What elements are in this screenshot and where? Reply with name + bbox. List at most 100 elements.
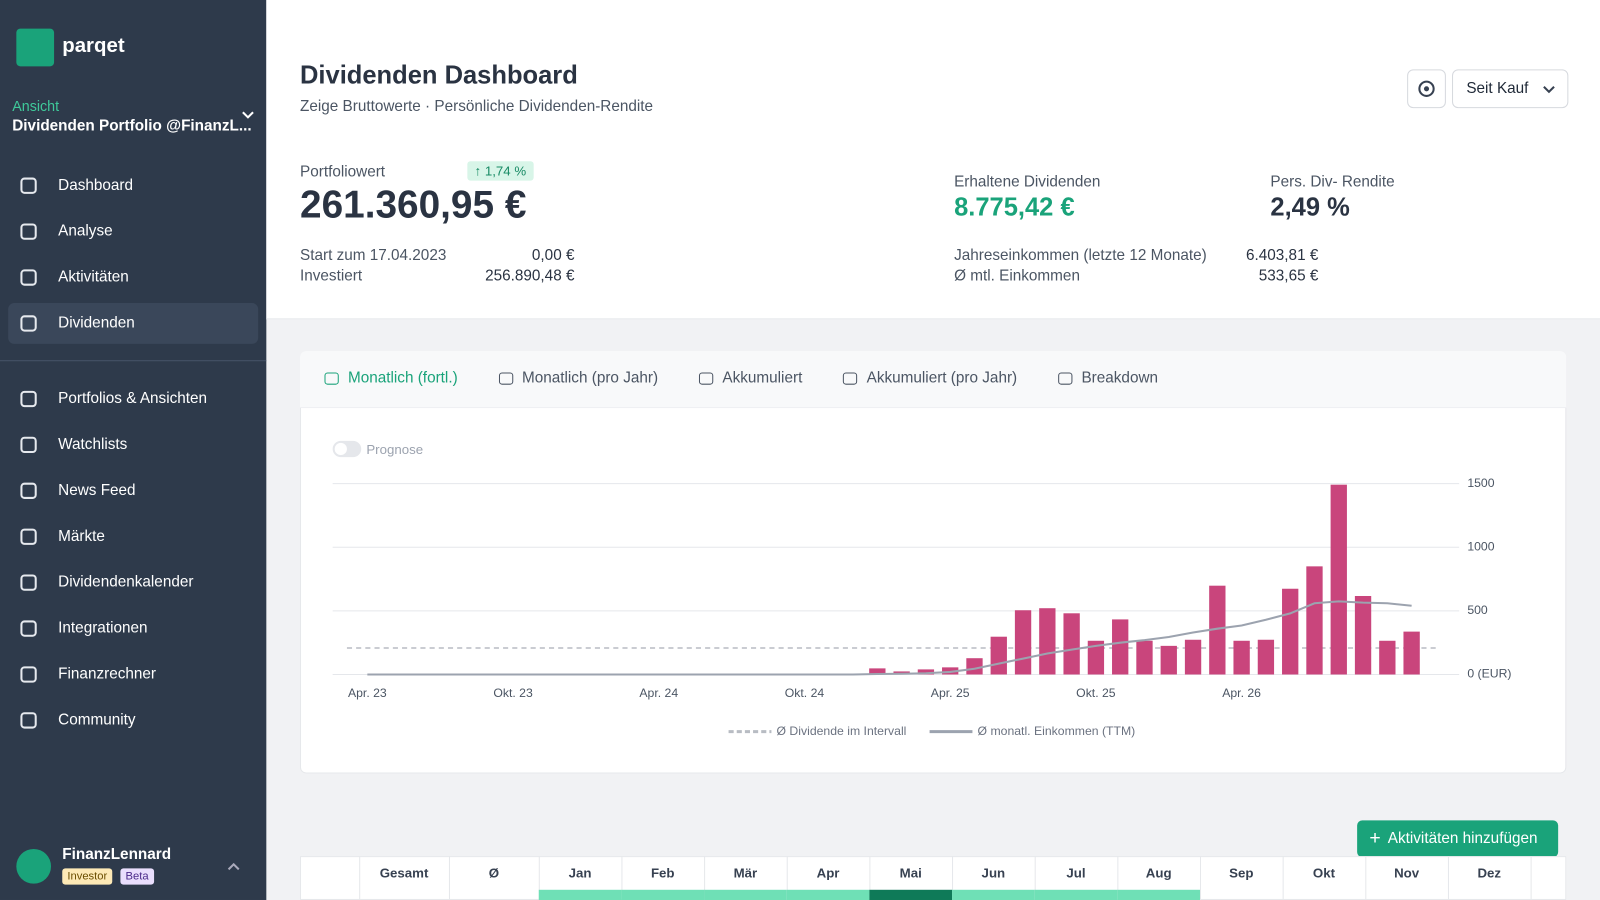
nav-item[interactable]: News Feed — [8, 470, 258, 511]
nav-icon — [20, 666, 37, 683]
change: 1,74 % — [484, 163, 527, 179]
nav-label: Portfolios & Ansichten — [58, 389, 208, 408]
bar — [1306, 566, 1323, 675]
tab[interactable]: Monatlich (fortl.) — [324, 369, 458, 387]
nav-label: Finanzrechner — [58, 665, 157, 683]
bar — [869, 668, 886, 675]
period-select[interactable]: Seit Kauf — [1452, 69, 1569, 109]
plus-icon: + — [1369, 827, 1381, 849]
nav-label: Aktivitäten — [58, 268, 129, 286]
column-header: Aug — [1145, 865, 1172, 881]
heat-cell — [1117, 889, 1200, 900]
kpi-label: Erhaltene Dividenden — [954, 173, 1101, 191]
bar — [1184, 639, 1202, 675]
nav-item[interactable]: Portfolios & Ansichten — [8, 379, 258, 420]
column-divider — [869, 856, 871, 900]
chevron[interactable] — [227, 861, 241, 871]
tab[interactable]: Monatlich (pro Jahr) — [498, 369, 658, 387]
user-name[interactable]: FinanzLennard — [62, 845, 172, 864]
heat-cell — [952, 889, 1035, 900]
tab-icon — [698, 372, 714, 385]
column-divider — [1530, 856, 1532, 900]
column-header: Nov — [1394, 865, 1420, 881]
settings-button[interactable] — [1407, 69, 1446, 109]
y-tick-label: 500 — [1467, 603, 1488, 617]
bar — [1209, 585, 1226, 675]
nav-icon — [20, 315, 37, 332]
nav-item[interactable]: Integrationen — [8, 608, 258, 649]
view-selector[interactable]: Dividenden Portfolio @FinanzL... — [12, 117, 252, 135]
nav-item[interactable]: Analyse — [8, 211, 258, 252]
x-tick-label: Apr. 25 — [931, 686, 970, 700]
nav-item[interactable]: Dividendenkalender — [8, 562, 258, 603]
heat-cell — [621, 889, 705, 900]
bar — [966, 658, 983, 675]
column-divider — [1034, 856, 1036, 900]
logo[interactable] — [16, 28, 55, 67]
kpi-label: Portfoliowert — [299, 163, 386, 181]
bar — [1039, 608, 1056, 675]
bar — [1282, 588, 1299, 675]
chevron[interactable] — [241, 110, 255, 120]
column-header: Jan — [568, 865, 592, 881]
legend-label: Ø monatl. Einkommen (TTM) — [978, 724, 1136, 738]
nav-label: Dividenden — [58, 314, 135, 332]
tab-icon — [1057, 372, 1073, 385]
bar — [1160, 645, 1177, 675]
summary-panel — [266, 0, 1600, 320]
nav-icon — [20, 177, 37, 194]
view-label: Ansicht — [12, 97, 60, 115]
column-header: Mai — [899, 865, 922, 881]
avatar[interactable] — [16, 848, 52, 884]
tab[interactable]: Breakdown — [1057, 369, 1158, 387]
nav-icon — [20, 712, 37, 729]
nav-item[interactable]: Aktivitäten — [8, 257, 258, 298]
add-button-text: Aktivitäten hinzufügen — [1387, 829, 1538, 847]
tab-bar — [299, 351, 1567, 409]
nav-item[interactable]: Dashboard — [8, 165, 258, 206]
nav-label: Watchlists — [58, 435, 128, 454]
kpi-label: Jahreseinkommen (letzte 12 Monate) — [954, 246, 1207, 265]
nav-icon — [20, 528, 37, 545]
column-header: Sep — [1229, 865, 1254, 881]
x-tick-label: Okt. 23 — [493, 686, 533, 700]
nav-item[interactable]: Dividenden — [8, 303, 259, 344]
legend: Ø Dividende im Intervall Ø monatl. Einkom… — [728, 724, 1136, 738]
nav-item[interactable]: Watchlists — [8, 424, 258, 465]
page-subtitle: Zeige Bruttowerte · Persönliche Dividend… — [299, 97, 654, 116]
x-tick-label: Apr. 23 — [348, 686, 387, 700]
kpi-value: 533,65 € — [1258, 267, 1319, 285]
bar — [1233, 640, 1250, 675]
nav-icon — [20, 390, 37, 408]
badge: Beta — [120, 868, 154, 885]
nav-item[interactable]: Märkte — [8, 516, 258, 557]
bar — [1379, 640, 1396, 675]
toggle[interactable] — [332, 440, 362, 458]
tab[interactable]: Akkumuliert — [698, 369, 802, 387]
brand[interactable]: parqet — [62, 34, 125, 58]
period-text: Seit Kauf — [1466, 79, 1529, 97]
tab[interactable]: Akkumuliert (pro Jahr) — [843, 369, 1017, 387]
table-cell — [300, 856, 361, 900]
tab-icon — [498, 372, 513, 385]
heat-cell — [869, 889, 953, 900]
column-header: Dez — [1477, 865, 1502, 881]
nav-label: Dashboard — [58, 176, 134, 194]
kpi-value: 2,49 % — [1270, 192, 1350, 222]
add-button[interactable]: + Aktivitäten hinzufügen — [1357, 820, 1559, 858]
nav-item[interactable]: Finanzrechner — [8, 654, 258, 695]
bar — [1354, 595, 1372, 675]
nav-label: Integrationen — [58, 619, 148, 637]
nav-item[interactable]: Community — [8, 700, 258, 741]
bar — [1403, 631, 1420, 675]
kpi-label: Start zum 17.04.2023 — [299, 246, 447, 265]
bar — [1257, 639, 1275, 675]
bar — [990, 636, 1007, 675]
sidebar: parqet Ansicht Dividenden Portfolio @Fin… — [0, 0, 267, 900]
kpi-value: 0,00 € — [531, 246, 575, 265]
column-header: Jun — [981, 865, 1006, 881]
nav-icon — [20, 482, 37, 499]
kpi-value: 8.775,42 € — [954, 192, 1075, 222]
column-header: Feb — [650, 865, 675, 881]
heat-cell — [1034, 889, 1118, 900]
